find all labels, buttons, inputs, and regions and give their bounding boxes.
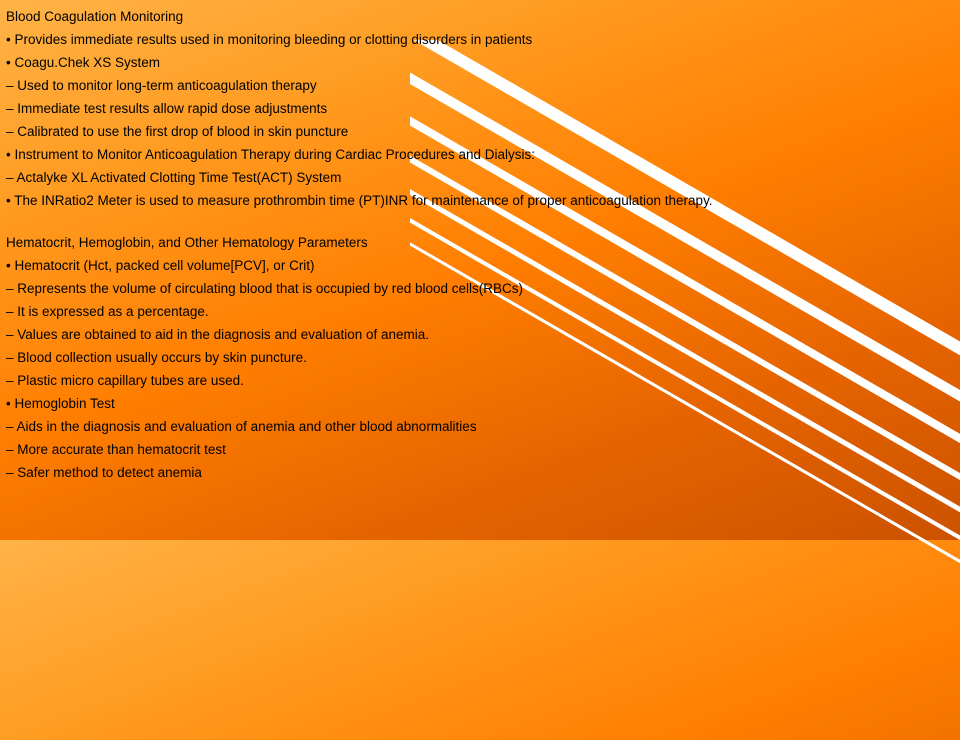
section2-line: – More accurate than hematocrit test [6, 439, 950, 462]
section1-line: • Coagu.Chek XS System [6, 52, 950, 75]
section2-line: – Safer method to detect anemia [6, 462, 950, 485]
section2-title: Hematocrit, Hemoglobin, and Other Hemato… [6, 232, 950, 255]
section-spacer [6, 212, 950, 232]
section1-line: – Used to monitor long-term anticoagulat… [6, 75, 950, 98]
section1-line: – Immediate test results allow rapid dos… [6, 98, 950, 121]
section2-line: – Plastic micro capillary tubes are used… [6, 370, 950, 393]
section2-line: – Aids in the diagnosis and evaluation o… [6, 416, 950, 439]
section1-line: • Provides immediate results used in mon… [6, 29, 950, 52]
section1-line: • Instrument to Monitor Anticoagulation … [6, 144, 950, 167]
slide-content: Blood Coagulation Monitoring • Provides … [0, 0, 960, 540]
section1-line: • The INRatio2 Meter is used to measure … [6, 190, 950, 213]
section1-line: – Calibrated to use the first drop of bl… [6, 121, 950, 144]
section2-line: • Hemoglobin Test [6, 393, 950, 416]
section2-line: – Represents the volume of circulating b… [6, 278, 950, 301]
section2-line: – Blood collection usually occurs by ski… [6, 347, 950, 370]
section2-line: – It is expressed as a percentage. [6, 301, 950, 324]
section1-line: – Actalyke XL Activated Clotting Time Te… [6, 167, 950, 190]
section2-line: • Hematocrit (Hct, packed cell volume[PC… [6, 255, 950, 278]
section2-line: – Values are obtained to aid in the diag… [6, 324, 950, 347]
section1-title: Blood Coagulation Monitoring [6, 6, 950, 29]
